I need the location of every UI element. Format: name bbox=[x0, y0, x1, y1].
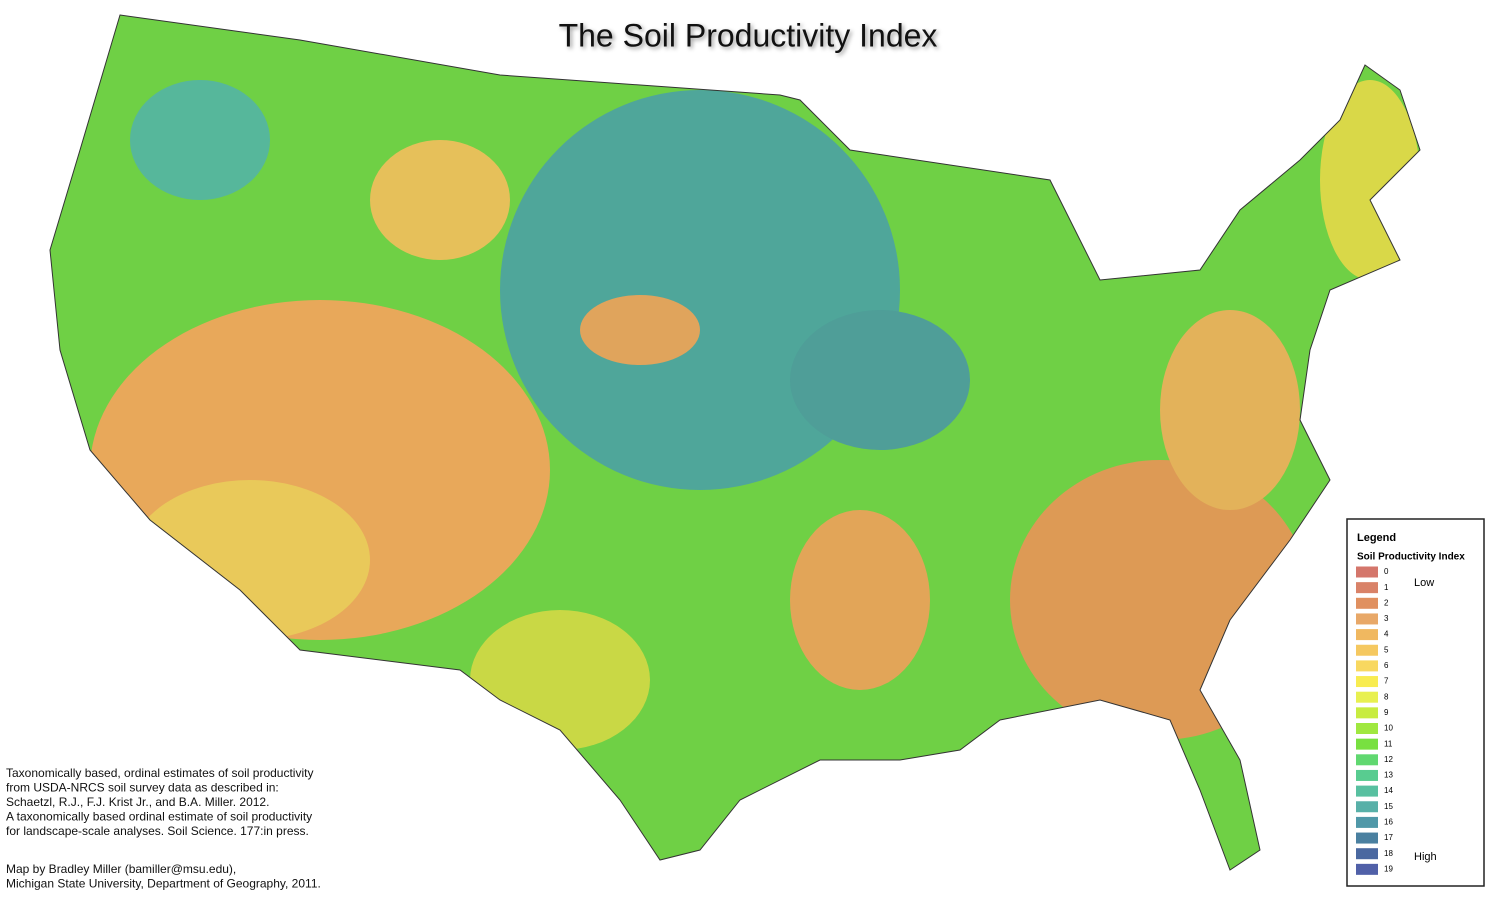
legend-label: 7 bbox=[1384, 677, 1389, 686]
legend-swatch bbox=[1356, 613, 1378, 625]
legend-swatch bbox=[1356, 644, 1378, 656]
legend-label: 17 bbox=[1384, 833, 1393, 842]
legend-swatch bbox=[1356, 801, 1378, 813]
legend-subtitle: Soil Productivity Index bbox=[1357, 552, 1465, 563]
legend-title: Legend bbox=[1357, 532, 1396, 544]
legend-swatch bbox=[1356, 769, 1378, 781]
legend-label: 11 bbox=[1384, 739, 1393, 748]
legend-label: 1 bbox=[1384, 583, 1389, 592]
legend-swatch bbox=[1356, 816, 1378, 828]
legend-label: 4 bbox=[1384, 630, 1389, 639]
legend-label: 6 bbox=[1384, 661, 1389, 670]
legend-label: 9 bbox=[1384, 708, 1389, 717]
legend-swatch bbox=[1356, 738, 1378, 750]
legend-swatch bbox=[1356, 863, 1378, 875]
notes: Taxonomically based, ordinal estimates o… bbox=[6, 766, 321, 891]
credit-line: Map by Bradley Miller (bamiller@msu.edu)… bbox=[6, 862, 236, 876]
legend-swatch bbox=[1356, 691, 1378, 703]
citation-line: for landscape-scale analyses. Soil Scien… bbox=[6, 824, 309, 838]
legend-label: 5 bbox=[1384, 645, 1389, 654]
legend-label: 3 bbox=[1384, 614, 1389, 623]
legend-swatch bbox=[1356, 566, 1378, 578]
legend-low: Low bbox=[1414, 577, 1434, 589]
legend-label: 16 bbox=[1384, 818, 1393, 827]
legend-label: 13 bbox=[1384, 771, 1393, 780]
legend-label: 10 bbox=[1384, 724, 1393, 733]
title: The Soil Productivity Index bbox=[559, 17, 938, 53]
legend-swatch bbox=[1356, 597, 1378, 609]
legend-swatch bbox=[1356, 832, 1378, 844]
legend-swatch bbox=[1356, 754, 1378, 766]
map-outline bbox=[49, 14, 1421, 871]
legend-swatch bbox=[1356, 582, 1378, 594]
legend-label: 8 bbox=[1384, 692, 1389, 701]
legend-swatch bbox=[1356, 785, 1378, 797]
legend-high: High bbox=[1414, 851, 1437, 863]
legend-label: 2 bbox=[1384, 598, 1389, 607]
legend-label: 15 bbox=[1384, 802, 1393, 811]
credit-line: Michigan State University, Department of… bbox=[6, 877, 321, 891]
legend-label: 12 bbox=[1384, 755, 1393, 764]
legend-swatch bbox=[1356, 707, 1378, 719]
citation-line: Schaetzl, R.J., F.J. Krist Jr., and B.A.… bbox=[6, 795, 269, 809]
legend-label: 19 bbox=[1384, 864, 1393, 873]
legend-swatch bbox=[1356, 723, 1378, 734]
legend-label: 18 bbox=[1384, 849, 1393, 858]
citation-line: Taxonomically based, ordinal estimates o… bbox=[6, 766, 313, 780]
legend-swatch bbox=[1356, 660, 1378, 672]
legend-swatch bbox=[1356, 848, 1378, 860]
legend-swatch bbox=[1356, 676, 1378, 688]
citation-line: A taxonomically based ordinal estimate o… bbox=[6, 810, 312, 824]
legend-swatch bbox=[1356, 629, 1378, 641]
citation-line: from USDA-NRCS soil survey data as descr… bbox=[6, 781, 279, 795]
legend-label: 14 bbox=[1384, 786, 1393, 795]
legend-label: 0 bbox=[1384, 567, 1389, 576]
